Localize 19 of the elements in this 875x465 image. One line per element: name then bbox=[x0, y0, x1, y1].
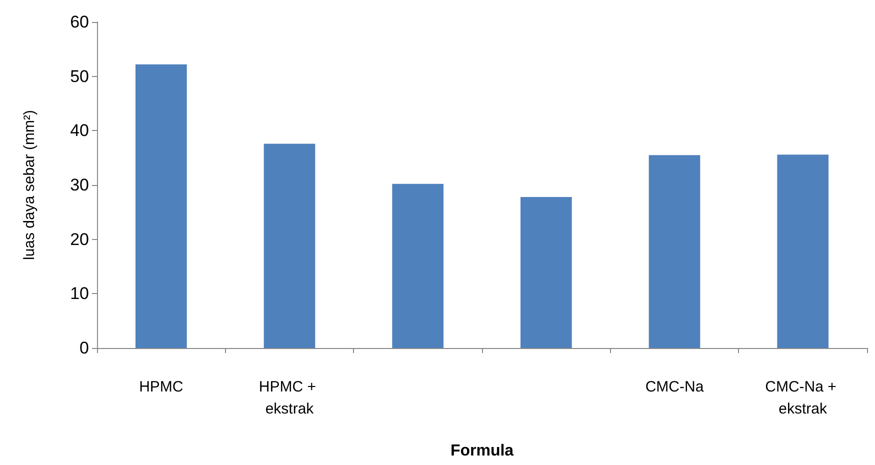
y-tick-label: 20 bbox=[70, 230, 89, 249]
x-tick-label: CMC-Na bbox=[645, 378, 704, 396]
x-tick-label: CMC-Na + ekstrak bbox=[765, 378, 841, 418]
y-tick-label: 40 bbox=[70, 121, 89, 140]
y-tick-label: 0 bbox=[80, 338, 89, 358]
x-tick-label: HPMC bbox=[139, 378, 184, 396]
bar bbox=[777, 154, 828, 348]
bar bbox=[136, 64, 187, 348]
y-tick-label: 50 bbox=[70, 66, 89, 86]
y-tick-label: 30 bbox=[70, 176, 89, 194]
bar bbox=[392, 184, 444, 348]
y-tick-label: 10 bbox=[70, 284, 89, 304]
bar bbox=[520, 196, 572, 348]
x-axis-title: Formula bbox=[450, 442, 514, 460]
x-tick-label: HPMC + ekstrak bbox=[258, 378, 320, 418]
y-tick-label: 60 bbox=[70, 12, 89, 32]
bar bbox=[264, 144, 316, 348]
bar bbox=[648, 155, 700, 348]
y-axis-title: luas daya sebar (mm²) bbox=[21, 110, 38, 260]
